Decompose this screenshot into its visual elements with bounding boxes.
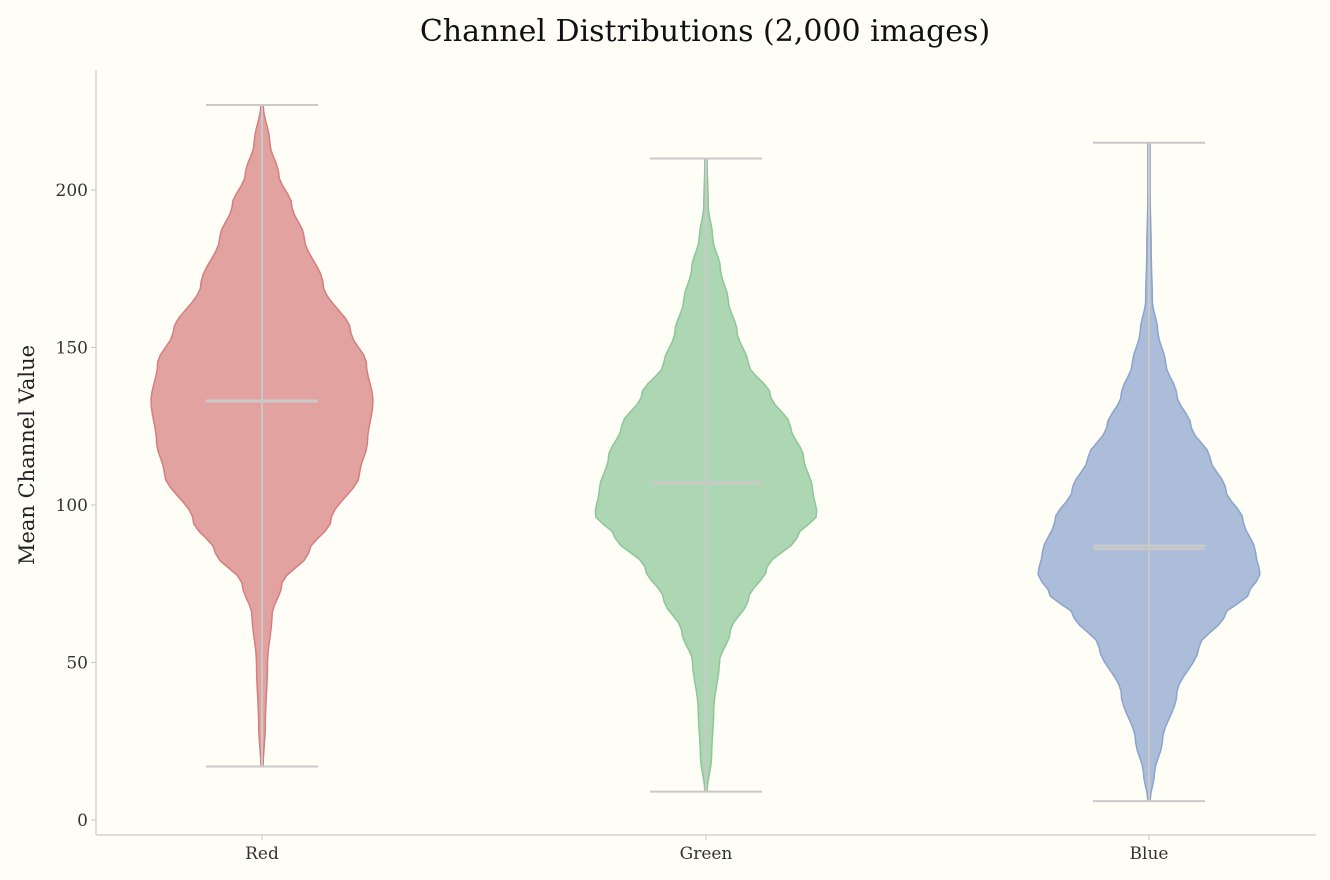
violin-green <box>594 157 818 793</box>
x-tick-label: Green <box>680 844 733 864</box>
y-axis-label: Mean Channel Value <box>15 345 39 565</box>
y-tick-label: 200 <box>56 181 88 201</box>
x-tick-label: Red <box>245 844 279 864</box>
x-tick-label: Blue <box>1130 844 1169 864</box>
violin-red <box>150 103 374 768</box>
y-tick-label: 150 <box>56 339 88 359</box>
chart-title: Channel Distributions (2,000 images) <box>420 14 990 49</box>
y-tick-label: 100 <box>56 496 88 516</box>
violin-blue <box>1037 141 1261 803</box>
plot-area: 0 50 100 150 200 Red Green Blue <box>56 70 1316 864</box>
y-tick-label: 50 <box>66 654 88 674</box>
y-tick-label: 0 <box>77 811 88 831</box>
